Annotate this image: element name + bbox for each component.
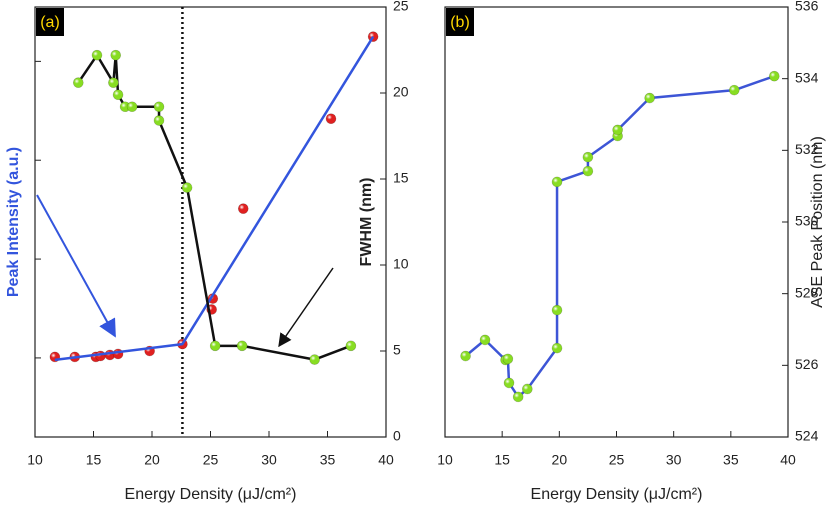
y-axis-label: ASE Peak Position (nm)	[809, 136, 826, 308]
data-point	[91, 49, 103, 61]
y2-tick-label: 5	[393, 342, 401, 358]
data-point	[551, 176, 563, 188]
data-point	[181, 182, 193, 193]
y2-tick-label: 15	[393, 170, 409, 186]
data-point	[768, 70, 780, 82]
data-point	[345, 340, 357, 352]
y2-axis-label: FWHM (nm)	[358, 178, 375, 267]
y-tick-label: 536	[795, 0, 819, 14]
annotation-arrow	[36, 194, 116, 338]
data-point	[612, 124, 623, 136]
x-tick-label: 15	[86, 452, 102, 468]
data-point	[236, 340, 248, 352]
y-tick-label: 530	[795, 213, 819, 229]
x-tick-label: 30	[666, 452, 682, 468]
data-point	[325, 113, 337, 125]
data-point	[512, 391, 524, 403]
x-tick-label: 10	[27, 452, 43, 468]
data-point	[72, 77, 84, 88]
data-point	[582, 165, 594, 177]
y2-tick-label: 0	[393, 428, 401, 444]
series-line	[54, 35, 375, 362]
data-point	[551, 304, 563, 316]
x-tick-label: 20	[552, 452, 568, 468]
x-axis-label: Energy Density (μJ/cm²)	[125, 486, 297, 503]
panel-label: (b)	[450, 14, 470, 31]
data-point	[644, 92, 655, 104]
series-line	[464, 74, 775, 399]
y-tick-label: 526	[795, 356, 819, 372]
x-tick-label: 35	[723, 452, 739, 468]
series-line	[77, 53, 352, 361]
data-point	[522, 383, 533, 395]
data-point	[502, 353, 514, 365]
data-point	[153, 101, 165, 113]
data-point	[728, 84, 740, 96]
panel-label: (a)	[40, 14, 60, 31]
y-tick-label: 534	[795, 69, 819, 85]
data-point	[153, 115, 165, 126]
data-point	[582, 151, 594, 163]
data-point	[209, 340, 221, 352]
data-point	[503, 377, 515, 389]
x-tick-label: 20	[144, 452, 160, 468]
x-tick-label: 30	[261, 452, 277, 468]
data-point	[95, 350, 106, 362]
data-point	[309, 354, 320, 365]
plot-frame	[444, 6, 789, 438]
x-tick-label: 25	[609, 452, 625, 468]
data-point	[237, 203, 249, 214]
x-tick-label: 40	[780, 452, 796, 468]
y-tick-label: 524	[795, 428, 819, 444]
x-tick-label: 10	[437, 452, 453, 468]
data-point	[112, 89, 124, 101]
data-point	[126, 101, 138, 113]
y-tick-label: 528	[795, 284, 819, 300]
panel-label-box	[446, 8, 474, 36]
panel-label-box	[36, 8, 64, 36]
x-tick-label: 35	[320, 452, 336, 468]
data-point	[551, 342, 563, 354]
x-tick-label: 25	[203, 452, 219, 468]
data-point	[110, 49, 122, 61]
y2-tick-label: 25	[393, 0, 409, 14]
y2-tick-label: 10	[393, 256, 409, 272]
plot-frame	[34, 6, 387, 438]
y-axis-label: Peak Intensity (a.u.)	[5, 147, 22, 297]
x-axis-label: Energy Density (μJ/cm²)	[531, 486, 703, 503]
data-point	[460, 350, 471, 362]
data-point	[479, 334, 491, 346]
x-tick-label: 15	[494, 452, 510, 468]
y-tick-label: 532	[795, 141, 819, 157]
data-point	[108, 77, 119, 88]
annotation-arrow	[278, 267, 334, 348]
y2-tick-label: 20	[393, 84, 409, 100]
x-tick-label: 40	[378, 452, 394, 468]
